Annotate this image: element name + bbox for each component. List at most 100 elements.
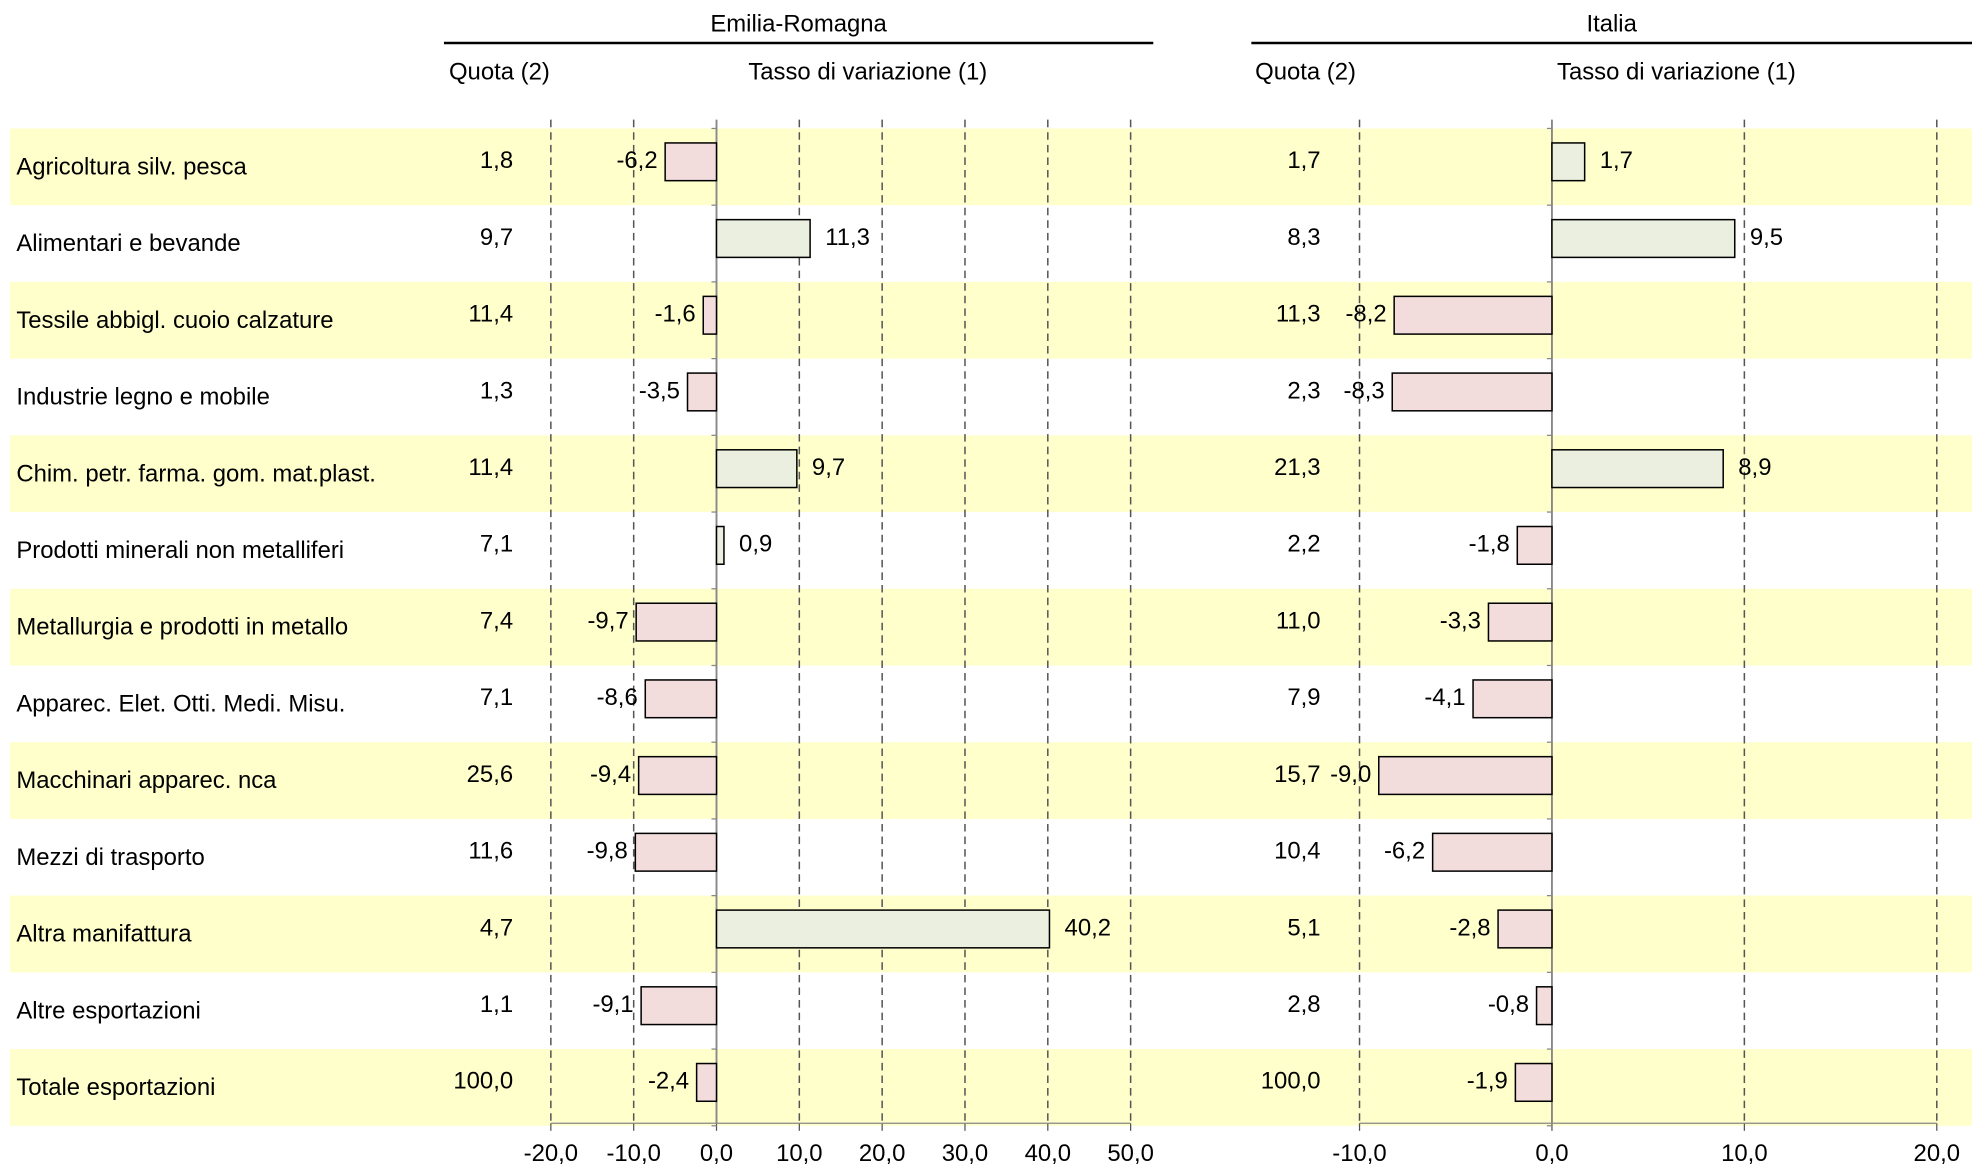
share-value: 11,0: [1276, 607, 1321, 634]
share-value: 1,7: [1287, 147, 1320, 174]
share-value: 10,4: [1274, 838, 1320, 865]
share-value: 2,2: [1287, 531, 1320, 558]
share-value: 8,3: [1287, 224, 1320, 251]
share-value: 100,0: [453, 1068, 513, 1095]
category-label: Prodotti minerali non metalliferi: [16, 537, 344, 564]
share-value: 2,8: [1287, 991, 1320, 1018]
share-value: 1,8: [480, 147, 513, 174]
category-label: Alimentari e bevande: [16, 230, 240, 257]
bar: [1391, 372, 1553, 412]
bar: [637, 755, 718, 796]
share-header: Quota (2): [1255, 58, 1356, 85]
row-band: [10, 588, 1972, 666]
value-label: -8,2: [1345, 301, 1386, 328]
share-value: 11,3: [1276, 301, 1321, 328]
value-label: 11,3: [825, 224, 870, 251]
panel-title: Italia: [1586, 11, 1637, 38]
bar: [715, 218, 811, 259]
bar: [1551, 449, 1724, 489]
x-tick-label: 10,0: [776, 1140, 822, 1167]
share-value: 7,9: [1287, 684, 1320, 711]
share-header: Quota (2): [449, 58, 550, 85]
x-tick-label: -10,0: [606, 1140, 660, 1167]
x-tick-label: 0,0: [1535, 1140, 1568, 1167]
share-value: 7,1: [480, 531, 513, 558]
value-label: 9,7: [812, 454, 845, 481]
bar: [1431, 832, 1553, 872]
value-label: -2,4: [648, 1068, 689, 1095]
value-label: -3,5: [639, 377, 680, 404]
bar: [702, 295, 718, 335]
value-label: 0,9: [739, 531, 772, 558]
bar: [640, 986, 718, 1026]
x-tick-label: 40,0: [1025, 1140, 1071, 1167]
x-tick-label: 50,0: [1107, 1140, 1153, 1167]
share-value: 9,7: [480, 224, 513, 251]
share-value: 5,1: [1287, 914, 1320, 941]
value-label: -9,7: [587, 607, 628, 634]
bar: [1551, 142, 1586, 182]
panel-title: Emilia-Romagna: [710, 11, 887, 38]
value-label: -1,8: [1469, 531, 1510, 558]
share-value: 25,6: [467, 761, 513, 788]
x-tick-label: 0,0: [700, 1140, 733, 1167]
category-label: Tessile abbigl. cuoio calzature: [16, 307, 333, 334]
bar: [635, 602, 718, 642]
share-value: 15,7: [1274, 761, 1320, 788]
share-value: 11,4: [468, 301, 513, 328]
share-value: 4,7: [480, 914, 513, 941]
share-value: 21,3: [1274, 454, 1320, 481]
value-label: -9,8: [587, 838, 628, 865]
bar: [1551, 218, 1736, 259]
value-label: -8,6: [597, 684, 638, 711]
value-label: -6,2: [1384, 838, 1425, 865]
value-label: -0,8: [1488, 991, 1529, 1018]
bar: [1514, 1062, 1553, 1103]
row-band: [10, 1049, 1972, 1126]
x-tick-label: -10,0: [1332, 1140, 1386, 1167]
share-value: 1,3: [480, 377, 513, 404]
x-tick-label: 10,0: [1721, 1140, 1767, 1167]
category-label: Chim. petr. farma. gom. mat.plast.: [16, 460, 376, 487]
value-label: -2,8: [1449, 914, 1490, 941]
bar: [644, 679, 718, 719]
bar: [715, 449, 798, 489]
value-label: -1,6: [655, 301, 696, 328]
bar: [1516, 525, 1553, 566]
bar: [1487, 602, 1553, 642]
bar: [1472, 679, 1553, 719]
category-label: Industrie legno e mobile: [16, 384, 270, 411]
bar: [1378, 755, 1553, 796]
x-tick-label: -20,0: [524, 1140, 578, 1167]
value-label: -9,1: [592, 991, 633, 1018]
value-label: -4,1: [1424, 684, 1465, 711]
category-label: Altre esportazioni: [16, 997, 200, 1024]
x-tick-label: 30,0: [942, 1140, 988, 1167]
share-value: 100,0: [1261, 1068, 1321, 1095]
category-label: Altra manifattura: [16, 921, 192, 948]
category-label: Totale esportazioni: [16, 1074, 215, 1101]
bar: [686, 372, 718, 412]
bar: [634, 832, 718, 872]
axis-label: Tasso di variazione (1): [748, 58, 987, 85]
bar: [715, 909, 1051, 949]
axis-label: Tasso di variazione (1): [1557, 58, 1796, 85]
value-label: 8,9: [1738, 454, 1771, 481]
x-tick-label: 20,0: [859, 1140, 905, 1167]
x-tick-label: 20,0: [1914, 1140, 1960, 1167]
value-label: -6,2: [616, 147, 657, 174]
value-label: -3,3: [1440, 607, 1481, 634]
value-label: -1,9: [1467, 1068, 1508, 1095]
value-label: 9,5: [1750, 224, 1783, 251]
bar: [664, 142, 718, 182]
value-label: -8,3: [1344, 377, 1385, 404]
bar: [1535, 986, 1553, 1026]
value-label: 1,7: [1600, 147, 1633, 174]
category-label: Macchinari apparec. nca: [16, 767, 277, 794]
value-label: -9,0: [1330, 761, 1371, 788]
bar: [1393, 295, 1553, 335]
share-value: 7,1: [480, 684, 513, 711]
share-value: 7,4: [480, 607, 513, 634]
row-band: [10, 742, 1972, 819]
row-band: [10, 281, 1972, 359]
